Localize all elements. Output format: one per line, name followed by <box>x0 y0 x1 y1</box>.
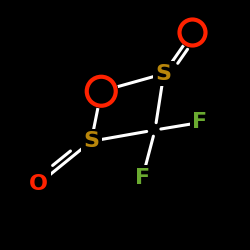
Text: O: O <box>29 174 48 194</box>
Text: S: S <box>156 64 172 84</box>
Circle shape <box>178 18 208 48</box>
Text: F: F <box>135 168 150 188</box>
Circle shape <box>85 75 118 108</box>
Text: F: F <box>192 112 208 132</box>
Text: S: S <box>83 131 99 151</box>
